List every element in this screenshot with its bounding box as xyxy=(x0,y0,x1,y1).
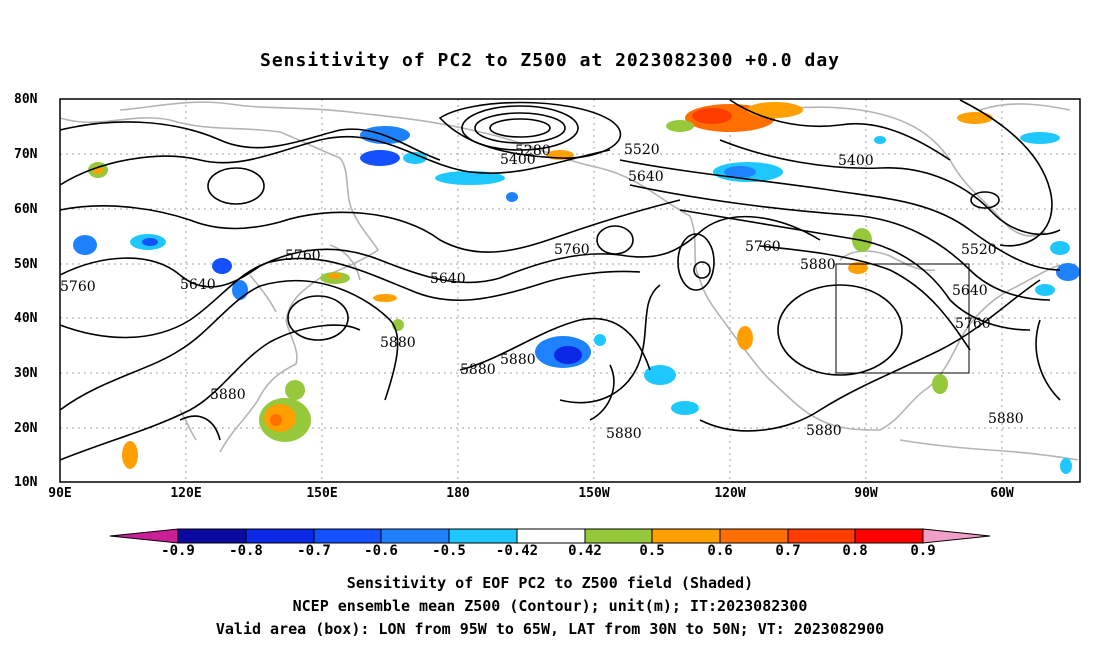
contour-label: 5880 xyxy=(460,362,496,378)
contour-label: 5760 xyxy=(955,316,991,332)
contour-label: 5640 xyxy=(180,277,216,293)
lat-label: 60N xyxy=(14,202,38,217)
colorbar-swatch xyxy=(313,528,382,544)
colorbar-high-triangle xyxy=(922,528,991,544)
contour-label: 5760 xyxy=(554,242,590,258)
colorbar-label: -0.6 xyxy=(364,543,398,559)
colorbar-swatch xyxy=(177,528,247,544)
contour-label: 5760 xyxy=(285,248,321,264)
colorbar-swatch xyxy=(516,528,586,544)
lat-label: 50N xyxy=(14,257,38,272)
contour-label: 5880 xyxy=(806,423,842,439)
contour-label: 5880 xyxy=(210,387,246,403)
map-frame xyxy=(59,98,1081,483)
colorbar-label: 0.9 xyxy=(910,543,936,559)
colorbar-label: -0.9 xyxy=(161,543,195,559)
colorbar-label: 0.6 xyxy=(707,543,733,559)
colorbar-label: 0.7 xyxy=(775,543,801,559)
lon-label: 120W xyxy=(714,486,746,501)
colorbar-swatch xyxy=(448,528,518,544)
contour-label: 5760 xyxy=(745,239,781,255)
contour-label: 5880 xyxy=(988,411,1024,427)
lon-label: 90E xyxy=(48,486,72,501)
lon-label: 120E xyxy=(170,486,202,501)
sensitivity-shading xyxy=(73,102,1080,474)
colorbar-label: 0.8 xyxy=(842,543,868,559)
colorbar xyxy=(109,528,991,544)
colorbar-swatch xyxy=(787,528,856,544)
contour-label: 5880 xyxy=(800,257,836,273)
colorbar-swatch xyxy=(854,528,924,544)
caption-shading: Sensitivity of EOF PC2 to Z500 field (Sh… xyxy=(346,574,754,592)
contour-label: 5520 xyxy=(961,242,997,258)
map-title: Sensitivity of PC2 to Z500 at 2023082300… xyxy=(259,50,840,71)
contour-label: 5400 xyxy=(838,153,874,169)
lon-label: 150E xyxy=(306,486,338,501)
colorbar-low-triangle xyxy=(109,528,179,544)
colorbar-label: -0.8 xyxy=(229,543,263,559)
colorbar-label: 0.42 xyxy=(568,543,602,559)
contour-label: 5880 xyxy=(606,426,642,442)
contour-label: 5280 xyxy=(515,143,551,159)
colorbar-label: -0.5 xyxy=(432,543,466,559)
caption-contour: NCEP ensemble mean Z500 (Contour); unit(… xyxy=(292,597,808,615)
caption-valid-area: Valid area (box): LON from 95W to 65W, L… xyxy=(215,620,885,638)
lat-label: 10N xyxy=(14,475,38,490)
contour-label: 5640 xyxy=(952,283,988,299)
valid-area-box xyxy=(835,263,970,374)
contour-label: 5640 xyxy=(430,271,466,287)
contour-label: 5760 xyxy=(60,279,96,295)
lon-label: 180 xyxy=(446,486,470,501)
colorbar-swatch xyxy=(651,528,721,544)
colorbar-swatch xyxy=(719,528,789,544)
contour-label: 5400 xyxy=(500,152,536,168)
lat-label: 30N xyxy=(14,366,38,381)
colorbar-swatch xyxy=(584,528,653,544)
lon-label: 90W xyxy=(854,486,878,501)
contour-label-group: 5280 5400 5520 5640 5760 5880 5400 5640 … xyxy=(60,142,1024,442)
colorbar-label: -0.7 xyxy=(297,543,331,559)
lat-label: 40N xyxy=(14,311,38,326)
colorbar-swatch xyxy=(380,528,450,544)
colorbar-label: -0.42 xyxy=(495,543,539,559)
colorbar-swatch xyxy=(245,528,315,544)
colorbar-label: 0.5 xyxy=(639,543,665,559)
lat-label: 80N xyxy=(14,92,38,107)
contour-label: 5640 xyxy=(628,169,664,185)
lon-label: 60W xyxy=(990,486,1014,501)
contour-label: 5880 xyxy=(500,352,536,368)
contour-label: 5520 xyxy=(624,142,660,158)
lat-label: 70N xyxy=(14,147,38,162)
contour-label: 5880 xyxy=(380,335,416,351)
z500-contours xyxy=(59,99,1061,461)
lon-label: 150W xyxy=(578,486,610,501)
lat-label: 20N xyxy=(14,421,38,436)
